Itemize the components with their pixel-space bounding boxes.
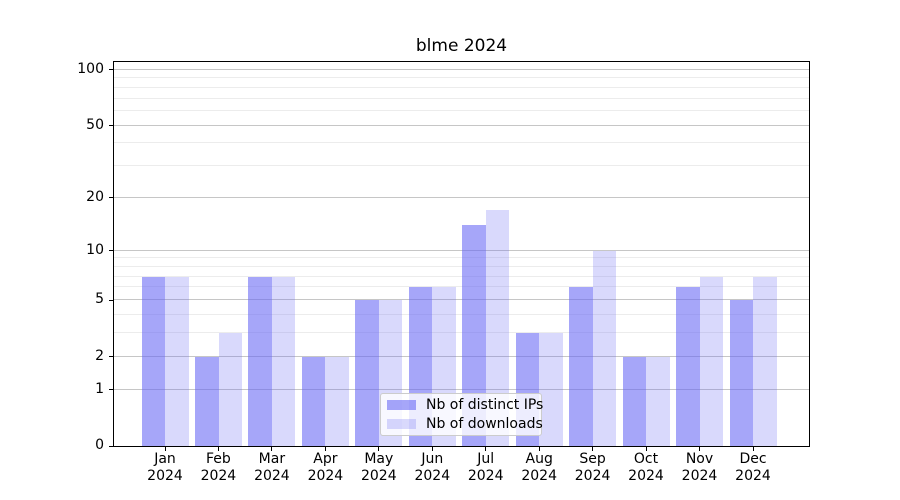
bar-apr-downloads: [325, 356, 349, 446]
minor-gridline: [113, 142, 810, 144]
major-gridline: [113, 68, 810, 70]
plot-area: [113, 61, 810, 446]
bar-mar-downloads: [271, 276, 296, 446]
minor-gridline: [113, 97, 810, 99]
minor-gridline: [113, 86, 810, 88]
bar-nov-downloads: [699, 276, 723, 446]
major-gridline: [113, 196, 810, 198]
x-tick-label: Feb 2024: [200, 451, 237, 484]
legend-item-label: Nb of downloads: [426, 416, 543, 432]
bar-jan-downloads: [165, 276, 189, 446]
y-tick-mark: [109, 356, 113, 357]
bar-sep-downloads: [592, 250, 617, 446]
legend-item: Nb of distinct IPs: [387, 397, 543, 413]
x-tick-mark: [217, 447, 219, 451]
minor-gridline: [113, 110, 810, 111]
y-tick-mark: [109, 69, 113, 71]
major-gridline: [113, 388, 810, 390]
x-tick-label: Apr 2024: [307, 451, 344, 484]
y-tick-label: 10: [86, 241, 104, 258]
major-gridline: [113, 249, 810, 251]
y-tick-label: 100: [77, 60, 104, 77]
x-tick-label: Oct 2024: [628, 451, 664, 484]
x-tick-mark: [378, 447, 380, 451]
x-tick-mark: [164, 447, 166, 451]
bar-aug-downloads: [539, 333, 563, 446]
x-tick-mark: [485, 447, 487, 451]
x-tick-mark: [324, 447, 326, 451]
minor-gridline: [113, 275, 810, 277]
x-tick-label: May 2024: [360, 451, 397, 484]
x-tick-mark: [592, 447, 594, 451]
major-gridline: [113, 124, 810, 126]
x-tick-label: Jan 2024: [147, 451, 183, 484]
minor-gridline: [113, 265, 810, 267]
x-tick-label: Jul 2024: [467, 451, 504, 484]
x-tick-mark: [271, 447, 273, 451]
y-tick-mark: [109, 445, 113, 447]
y-tick-label: 0: [95, 437, 104, 453]
minor-gridline: [113, 313, 810, 315]
y-tick-label: 1: [95, 380, 104, 397]
x-tick-label: Dec 2024: [735, 451, 771, 484]
bar-jul-distinct-ips: [462, 225, 486, 446]
bar-may-distinct-ips: [355, 300, 379, 446]
y-tick-label: 20: [86, 188, 104, 205]
bar-feb-downloads: [218, 333, 242, 446]
x-tick-label: Sep 2024: [574, 451, 611, 484]
major-gridline: [113, 355, 810, 357]
bar-jan-distinct-ips: [141, 276, 165, 446]
chart-title: blme 2024: [415, 36, 508, 56]
y-tick-mark: [109, 250, 113, 252]
y-tick-label: 50: [86, 116, 104, 133]
y-tick-label: 2: [95, 347, 104, 364]
legend-item-label: Nb of distinct IPs: [426, 397, 544, 413]
minor-gridline: [113, 77, 810, 79]
legend: Nb of distinct IPs Nb of downloads: [380, 393, 543, 436]
x-tick-mark: [538, 447, 540, 451]
minor-gridline: [113, 332, 810, 333]
x-tick-label: Nov 2024: [681, 451, 718, 484]
bar-dec-distinct-ips: [729, 300, 753, 446]
y-tick-mark: [109, 125, 113, 127]
minor-gridline: [113, 257, 810, 259]
x-tick-mark: [431, 447, 433, 451]
major-gridline: [113, 299, 810, 300]
x-tick-mark: [752, 447, 754, 451]
bar-apr-distinct-ips: [301, 356, 326, 446]
y-tick-label: 5: [95, 291, 104, 307]
minor-gridline: [113, 165, 810, 167]
bar-mar-distinct-ips: [248, 276, 272, 446]
x-tick-label: Aug 2024: [521, 451, 557, 484]
bar-feb-distinct-ips: [195, 356, 219, 446]
bar-oct-distinct-ips: [622, 356, 646, 446]
y-tick-mark: [109, 299, 113, 301]
x-tick-label: Jun 2024: [414, 451, 451, 484]
downloads-swatch: [387, 419, 416, 429]
bar-oct-downloads: [646, 356, 670, 446]
x-tick-mark: [645, 447, 647, 451]
bar-sep-distinct-ips: [569, 287, 593, 446]
y-tick-mark: [109, 197, 113, 199]
bar-jul-downloads: [485, 210, 510, 446]
bar-nov-distinct-ips: [676, 287, 700, 446]
x-tick-mark: [699, 447, 700, 451]
y-tick-mark: [109, 389, 113, 390]
x-tick-label: Mar 2024: [254, 451, 290, 484]
minor-gridline: [113, 286, 810, 288]
legend-item: Nb of downloads: [387, 416, 543, 432]
distinct-ips-swatch: [387, 400, 416, 410]
bar-dec-downloads: [753, 276, 777, 446]
